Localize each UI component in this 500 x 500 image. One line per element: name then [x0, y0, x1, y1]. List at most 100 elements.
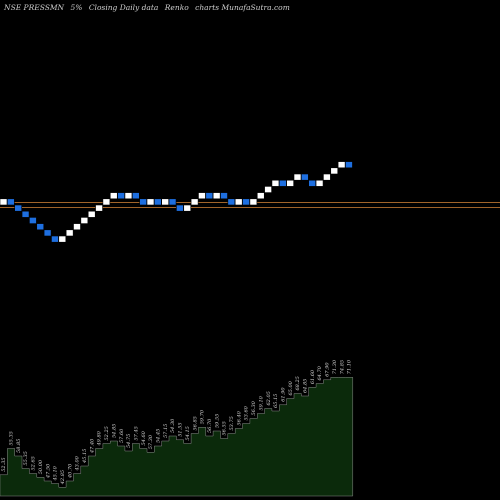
- renko-brick: [65, 229, 74, 237]
- symbol-label: NSE PRESSMN: [4, 3, 65, 12]
- volume-label: 59.55: [214, 414, 220, 428]
- chart-kind-label: Renko: [164, 3, 189, 12]
- volume-label: 45.15: [82, 449, 88, 464]
- renko-brick: [109, 192, 118, 200]
- volume-label: 62.05: [266, 391, 272, 405]
- renko-brick: [176, 204, 184, 212]
- renko-brick: [301, 173, 309, 181]
- volume-label: 53.75: [229, 416, 235, 430]
- volume-label: 52.65: [31, 456, 37, 470]
- volume-label: 57.30: [148, 434, 154, 449]
- renko-brick: [205, 192, 214, 200]
- volume-label: 54.30: [170, 418, 176, 433]
- volume-label: 58.85: [16, 439, 22, 453]
- source-label: charts MunafaSutra.com: [195, 3, 290, 12]
- volume-label: 57.60: [119, 428, 125, 443]
- volume-label: 51.55: [178, 422, 184, 436]
- volume-label: 59.70: [200, 409, 206, 424]
- renko-brick: [43, 229, 52, 237]
- volume-label: 47.40: [89, 438, 95, 454]
- volume-label: 56.40: [236, 410, 242, 425]
- renko-brick: [154, 198, 162, 206]
- renko-brick: [345, 161, 353, 169]
- renko-brick: [87, 210, 96, 218]
- renko-brick: [256, 192, 265, 200]
- renko-brick: [308, 179, 317, 187]
- volume-label: 50.00: [38, 459, 44, 474]
- renko-brick: [227, 198, 236, 206]
- renko-brick: [102, 198, 111, 206]
- renko-brick: [73, 223, 81, 231]
- renko-brick: [190, 198, 199, 206]
- volume-label: 57.45: [133, 426, 139, 440]
- renko-brick: [132, 192, 140, 200]
- box-size-label: 5%: [70, 3, 83, 12]
- volume-label: 56.30: [251, 400, 257, 415]
- volume-label: 71.10: [347, 359, 353, 374]
- renko-brick: [117, 192, 125, 200]
- renko-brick: [21, 210, 30, 218]
- volume-label: 49.80: [97, 430, 103, 446]
- renko-bricks: [0, 161, 353, 243]
- renko-brick: [58, 235, 67, 243]
- renko-brick: [286, 179, 294, 187]
- volume-label: 68.25: [295, 376, 301, 390]
- renko-brick: [293, 173, 302, 181]
- volume-label: 57.15: [163, 424, 169, 438]
- chart-header: NSE PRESSMN 5% Closing Daily data Renko …: [4, 3, 294, 12]
- volume-label: 52.35: [1, 457, 7, 471]
- volume-label: 52.25: [104, 426, 110, 440]
- renko-brick: [0, 198, 8, 206]
- renko-brick: [242, 198, 250, 206]
- renko-brick: [330, 167, 339, 175]
- renko-brick: [323, 173, 331, 181]
- renko-brick: [212, 192, 221, 200]
- renko-brick: [139, 198, 147, 206]
- volume-area: [0, 377, 354, 497]
- volume-label: 71.30: [332, 359, 338, 374]
- volume-label: 47.50: [45, 463, 51, 479]
- volume-label: 55.35: [23, 451, 29, 465]
- renko-brick: [234, 198, 243, 206]
- volume-label: 65.15: [273, 394, 279, 408]
- renko-brick: [198, 192, 206, 200]
- volume-label: 54.85: [111, 424, 117, 438]
- volume-label: 45.10: [53, 465, 59, 481]
- volume-label: 42.85: [60, 470, 66, 485]
- volume-label: 54.75: [126, 434, 132, 448]
- volume-label: 64.85: [303, 379, 309, 393]
- volume-label: 40.70: [67, 463, 73, 479]
- renko-brick: [36, 223, 45, 231]
- volume-label: 56.85: [192, 416, 198, 430]
- volume-label: 74.85: [339, 360, 345, 374]
- volume-label: 53.60: [244, 405, 250, 420]
- renko-brick: [315, 179, 324, 187]
- volume-label: 65.00: [288, 380, 294, 395]
- volume-label: 59.10: [258, 395, 264, 410]
- renko-brick: [124, 192, 133, 200]
- volume-label: 64.70: [317, 365, 323, 380]
- volume-label: 61.90: [280, 387, 286, 402]
- renko-brick: [264, 186, 272, 193]
- renko-brick: [51, 235, 59, 243]
- renko-brick: [220, 192, 228, 200]
- renko-brick: [183, 204, 192, 212]
- renko-brick: [146, 198, 155, 206]
- chart-note-label: Closing Daily data: [88, 3, 159, 12]
- volume-label: 56.55: [222, 421, 228, 435]
- volume-label: 61.60: [310, 369, 316, 384]
- volume-label: 54.60: [141, 430, 147, 445]
- renko-brick: [80, 217, 89, 224]
- renko-brick: [168, 198, 177, 206]
- volume-label: 54.45: [156, 429, 162, 443]
- renko-brick: [271, 179, 280, 187]
- volume-label: 56.70: [207, 418, 213, 433]
- renko-brick: [14, 204, 22, 212]
- renko-brick: [337, 161, 346, 169]
- volume-label: 54.15: [185, 426, 191, 440]
- renko-brick: [29, 217, 37, 224]
- volume-label: 43.00: [75, 455, 81, 471]
